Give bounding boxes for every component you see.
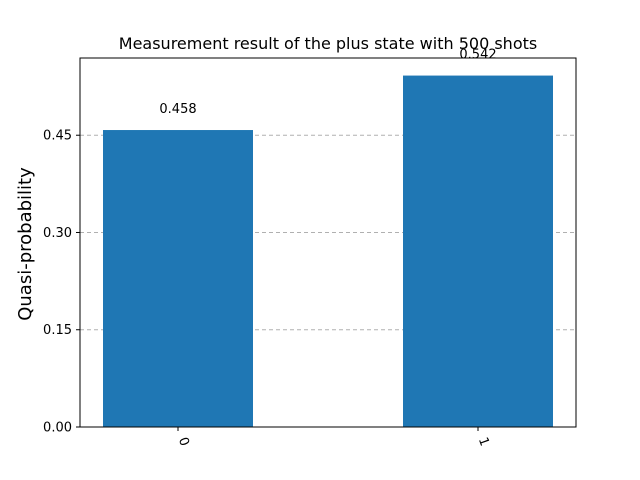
- bar-0: [103, 130, 253, 427]
- bars-layer: [103, 75, 553, 428]
- y-axis-label: Quasi-probability: [15, 167, 36, 321]
- data-label-1: 0.542: [459, 48, 496, 63]
- plot-frame: [79, 57, 577, 428]
- chart-title: Measurement result of the plus state wit…: [119, 34, 537, 53]
- x-tick-label: 0: [175, 435, 192, 448]
- y-tick-label: 0.00: [43, 421, 72, 436]
- y-tick-label: 0.30: [43, 226, 72, 241]
- y-tick-label: 0.45: [43, 129, 72, 144]
- data-labels: 0.458 0.542: [159, 48, 496, 117]
- y-tick-label: 0.15: [43, 323, 72, 338]
- x-tick-label: 1: [475, 435, 492, 448]
- y-ticks: 0.00 0.15 0.30 0.45: [43, 129, 80, 436]
- bar-1: [403, 75, 553, 428]
- data-label-0: 0.458: [159, 102, 196, 117]
